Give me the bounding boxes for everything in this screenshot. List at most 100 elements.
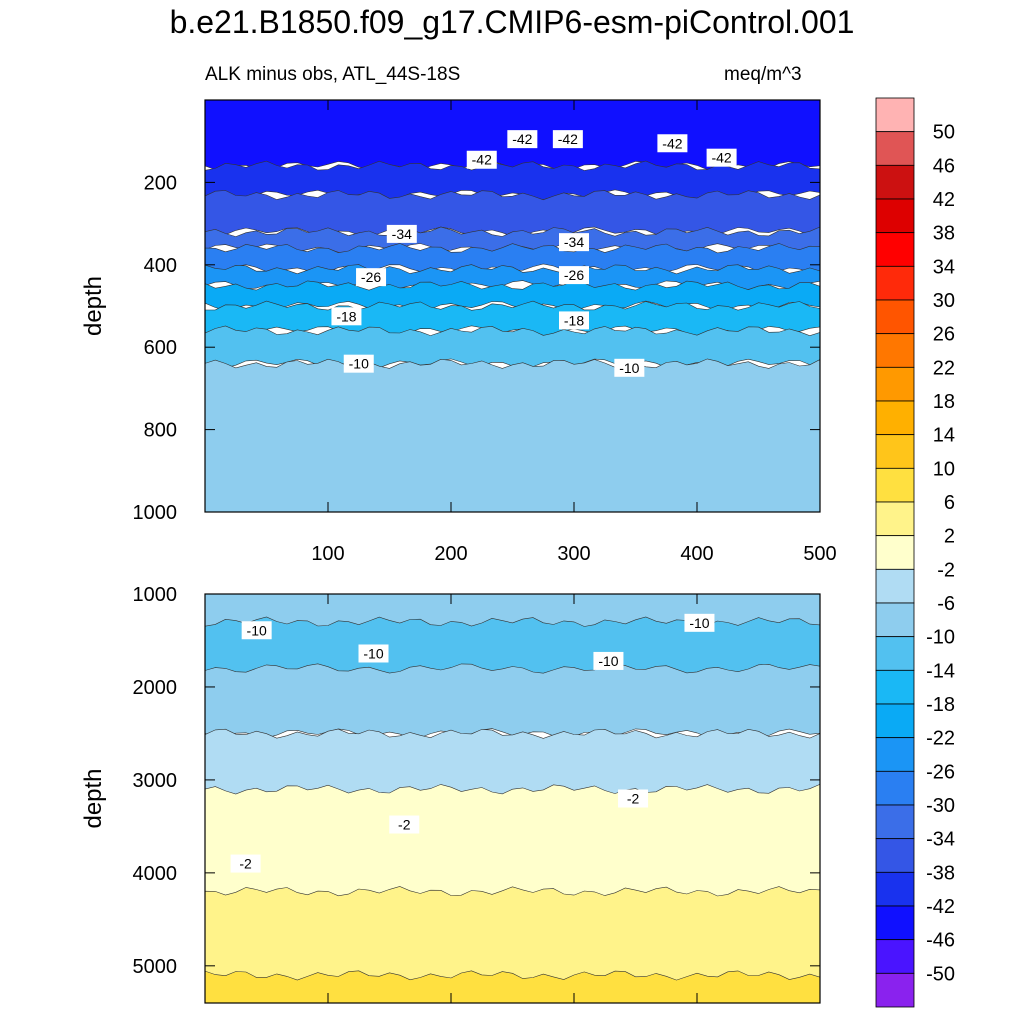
contour-label-box (356, 268, 387, 287)
variable-label: ALK minus obs, ATL_44S-18S (205, 64, 461, 85)
y-tick-label: 4000 (133, 863, 178, 885)
colorbar-label: -2 (937, 559, 955, 581)
colorbar-swatch (875, 602, 915, 638)
contour-field (205, 594, 820, 1003)
y-tick-label: 1000 (133, 502, 178, 524)
colorbar-swatch (875, 131, 915, 166)
contour-label-text: -42 (558, 131, 578, 147)
contour-label-box (507, 130, 538, 149)
colorbar-swatch (875, 333, 915, 368)
contour-label-text: -42 (662, 135, 682, 151)
plot-frame (204, 593, 821, 1004)
colorbar-label: 30 (933, 290, 955, 312)
colorbar-label: -26 (926, 761, 955, 783)
contour-label-text: -10 (598, 653, 618, 669)
x-tick-label: 400 (680, 543, 713, 565)
contour-label-text: -10 (619, 360, 639, 376)
colorbar-label: 42 (933, 189, 955, 211)
contour-label-text: -42 (472, 152, 492, 168)
colorbar-label: -38 (926, 862, 955, 884)
contour-label: -10 (241, 621, 272, 640)
colorbar-label: -34 (926, 829, 955, 851)
contour-label-box (657, 134, 688, 153)
contour-band (205, 970, 820, 1003)
contour-label: -18 (559, 311, 589, 330)
colorbar-swatch (875, 366, 915, 402)
contour-label: -26 (356, 268, 387, 287)
panel-lower: 1000 2000 3000 4000 5000 depth -10 -10 -10 -10 -2 -… (80, 584, 821, 1004)
colorbar-label: -30 (926, 795, 955, 817)
colorbar-label: -42 (926, 896, 955, 918)
colorbar-swatch (875, 400, 915, 436)
contour-label: -10 (343, 354, 374, 373)
contour-label: -42 (552, 130, 583, 149)
contour-label-text: -26 (564, 267, 584, 283)
colorbar-swatch (875, 299, 915, 335)
colorbar-swatch (875, 535, 915, 570)
y-axis-label: depth (80, 768, 107, 828)
contour-label-text: -2 (627, 791, 640, 807)
contour-label-box (618, 789, 649, 808)
contour-label: -10 (593, 651, 624, 670)
panel-upper: 200 400 600 800 1000 100 200 300 400 500 depth -42 -… (80, 99, 837, 565)
colorbar-label: 50 (933, 122, 955, 144)
contour-label-text: -42 (512, 131, 532, 147)
contour-label-box (358, 644, 389, 663)
colorbar-swatch (875, 838, 915, 873)
x-tick-label: 300 (557, 543, 590, 565)
colorbar-swatch (875, 703, 915, 739)
contour-label-text: -18 (336, 308, 356, 324)
colorbar-swatch (875, 198, 915, 234)
contour-label: -26 (559, 266, 589, 285)
colorbar-label: 26 (933, 324, 955, 346)
contour-label-text: -10 (689, 615, 709, 631)
contour-label: -42 (507, 130, 538, 149)
colorbar-label: 22 (933, 357, 955, 379)
y-tick-label: 600 (144, 337, 177, 359)
contour-label: -2 (230, 854, 261, 873)
y-tick-label: 800 (144, 420, 177, 442)
contour-label-text: -10 (247, 622, 267, 638)
colorbar-swatch (875, 232, 915, 267)
y-tick-label: 1000 (133, 584, 178, 606)
x-tick-label: 200 (434, 543, 467, 565)
contour-label-box (559, 311, 589, 330)
colorbar-swatch (875, 669, 915, 705)
contour-label-text: -10 (349, 356, 369, 372)
plot-frame (204, 99, 821, 513)
contour-label: -42 (706, 148, 737, 167)
contour-label-text: -42 (711, 150, 731, 166)
contour-label-box (684, 613, 715, 632)
colorbar-label: 46 (933, 155, 955, 177)
colorbar-swatch (875, 164, 915, 200)
y-tick-label: 3000 (133, 770, 178, 792)
colorbar-swatch (875, 939, 915, 974)
contour-label: -2 (618, 789, 649, 808)
contour-label: -2 (389, 815, 420, 834)
colorbar-label: 38 (933, 223, 955, 245)
contour-label-text: -2 (239, 856, 252, 872)
colorbar-swatch (875, 804, 915, 840)
contour-label-box (552, 130, 583, 149)
colorbar-swatch (875, 905, 915, 941)
colorbar-label: -46 (926, 930, 955, 952)
contour-label: -10 (358, 644, 389, 663)
contour-label-text: -18 (564, 312, 584, 328)
colorbar-swatch (875, 972, 915, 1008)
contour-field (205, 100, 820, 512)
colorbar-label: -22 (926, 728, 955, 750)
colorbar-swatch (875, 636, 915, 671)
contour-label-box (559, 266, 589, 285)
contour-label: -10 (614, 358, 645, 377)
units-label: meq/m^3 (724, 64, 802, 85)
colorbar-swatch (875, 770, 915, 806)
contour-band (205, 358, 820, 512)
y-tick-label: 400 (144, 255, 177, 277)
y-tick-label: 2000 (133, 677, 178, 699)
x-tick-label: 100 (311, 543, 344, 565)
colorbar-swatch (875, 568, 915, 604)
contour-label: -42 (657, 134, 688, 153)
contour-label-box (614, 358, 645, 377)
contour-label-box (230, 854, 261, 873)
